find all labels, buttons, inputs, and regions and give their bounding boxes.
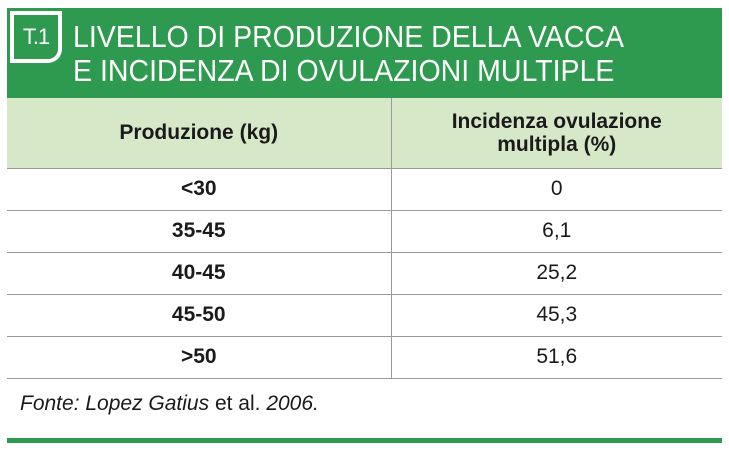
table-title: LIVELLO DI PRODUZIONE DELLA VACCA E INCI… xyxy=(73,20,661,88)
table-row: <30 0 xyxy=(7,167,722,211)
table-number-badge: T.1 xyxy=(10,11,62,63)
incidence-cell: 51,6 xyxy=(390,335,722,379)
column-header-incidence-line-2: multipla (%) xyxy=(497,132,617,156)
table-header-banner: T.1 LIVELLO DI PRODUZIONE DELLA VACCA E … xyxy=(7,8,722,98)
column-header-incidence-line-1: Incidenza ovulazione xyxy=(451,109,662,133)
production-cell: <30 xyxy=(7,167,392,211)
table-title-line-2: E INCIDENZA DI OVULAZIONI MULTIPLE xyxy=(73,53,615,88)
incidence-cell: 6,1 xyxy=(390,209,722,253)
column-header-incidence: Incidenza ovulazione multipla (%) xyxy=(390,98,722,169)
column-header-production: Produzione (kg) xyxy=(7,98,392,169)
table-row: >50 51,6 xyxy=(7,335,722,379)
table-number-label: T.1 xyxy=(14,15,58,59)
table-row: 40-45 25,2 xyxy=(7,251,722,295)
table-title-line-1: LIVELLO DI PRODUZIONE DELLA VACCA xyxy=(73,19,625,54)
data-table: Produzione (kg) Incidenza ovulazione mul… xyxy=(7,98,722,379)
source-author: Fonte: Lopez Gatius xyxy=(20,392,210,415)
production-cell: >50 xyxy=(7,335,392,379)
table-row: 35-45 6,1 xyxy=(7,209,722,253)
production-cell: 45-50 xyxy=(7,293,392,337)
source-year: 2006. xyxy=(266,392,319,415)
production-cell: 35-45 xyxy=(7,209,392,253)
incidence-cell: 45,3 xyxy=(390,293,722,337)
production-cell: 40-45 xyxy=(7,251,392,295)
table-header-row: Produzione (kg) Incidenza ovulazione mul… xyxy=(7,98,722,169)
incidence-cell: 0 xyxy=(390,167,722,211)
incidence-cell: 25,2 xyxy=(390,251,722,295)
source-etal: et al. xyxy=(209,392,267,415)
bottom-divider xyxy=(7,438,722,443)
source-note: Fonte: Lopez Gatius et al. 2006. xyxy=(20,392,319,416)
table-row: 45-50 45,3 xyxy=(7,293,722,337)
